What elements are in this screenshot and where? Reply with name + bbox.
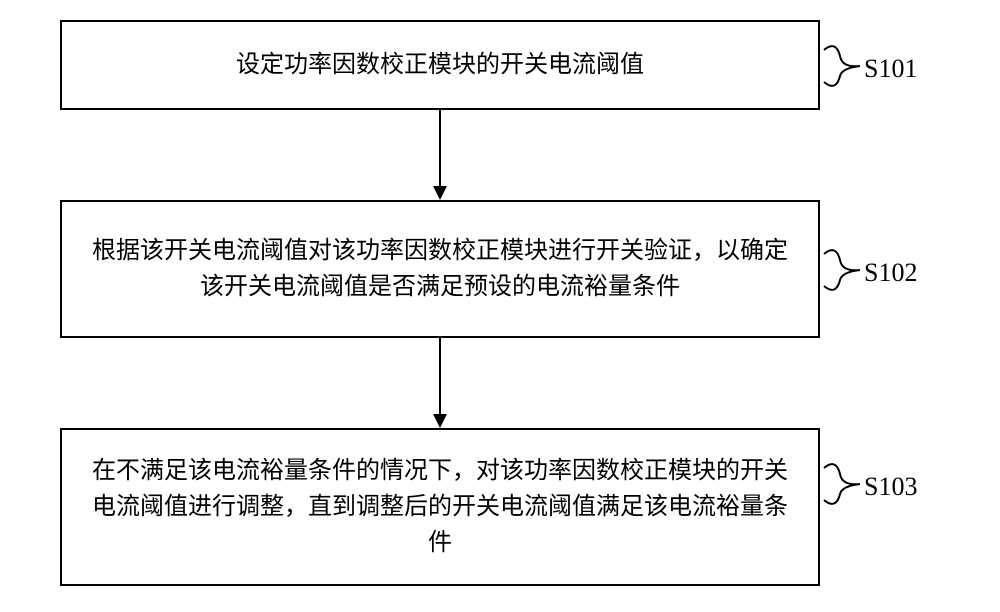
flow-node-step1: 设定功率因数校正模块的开关电流阈值 — [60, 20, 820, 110]
brace-icon — [824, 462, 860, 506]
brace-icon — [824, 44, 860, 88]
arrow-head-icon — [433, 414, 447, 428]
flowchart-canvas: 设定功率因数校正模块的开关电流阈值 S101 根据该开关电流阈值对该功率因数校正… — [0, 0, 1000, 612]
arrow-head-icon — [433, 186, 447, 200]
step-label-s102: S102 — [864, 258, 917, 288]
step-label-s101: S101 — [864, 54, 917, 84]
flow-node-step3: 在不满足该电流裕量条件的情况下，对该功率因数校正模块的开关电流阈值进行调整，直到… — [60, 428, 820, 586]
flow-node-step3-text: 在不满足该电流裕量条件的情况下，对该功率因数校正模块的开关电流阈值进行调整，直到… — [92, 453, 788, 561]
arrow-line — [439, 338, 441, 414]
arrow-line — [439, 110, 441, 186]
flow-node-step1-text: 设定功率因数校正模块的开关电流阈值 — [236, 47, 644, 83]
flow-node-step2-text: 根据该开关电流阈值对该功率因数校正模块进行开关验证，以确定该开关电流阈值是否满足… — [92, 233, 788, 305]
step-label-s103: S103 — [864, 472, 917, 502]
brace-icon — [824, 248, 860, 292]
flow-node-step2: 根据该开关电流阈值对该功率因数校正模块进行开关验证，以确定该开关电流阈值是否满足… — [60, 200, 820, 338]
